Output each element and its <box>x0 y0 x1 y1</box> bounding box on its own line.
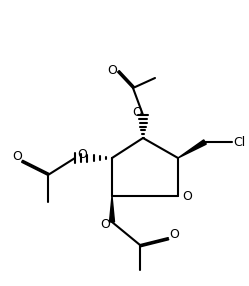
Text: O: O <box>100 217 110 231</box>
Polygon shape <box>178 140 206 158</box>
Text: O: O <box>107 63 117 76</box>
Text: Cl: Cl <box>233 136 245 148</box>
Text: O: O <box>77 148 87 162</box>
Text: O: O <box>12 150 22 164</box>
Polygon shape <box>110 196 115 222</box>
Text: O: O <box>169 227 179 241</box>
Text: O: O <box>182 190 192 202</box>
Text: O: O <box>132 106 142 120</box>
